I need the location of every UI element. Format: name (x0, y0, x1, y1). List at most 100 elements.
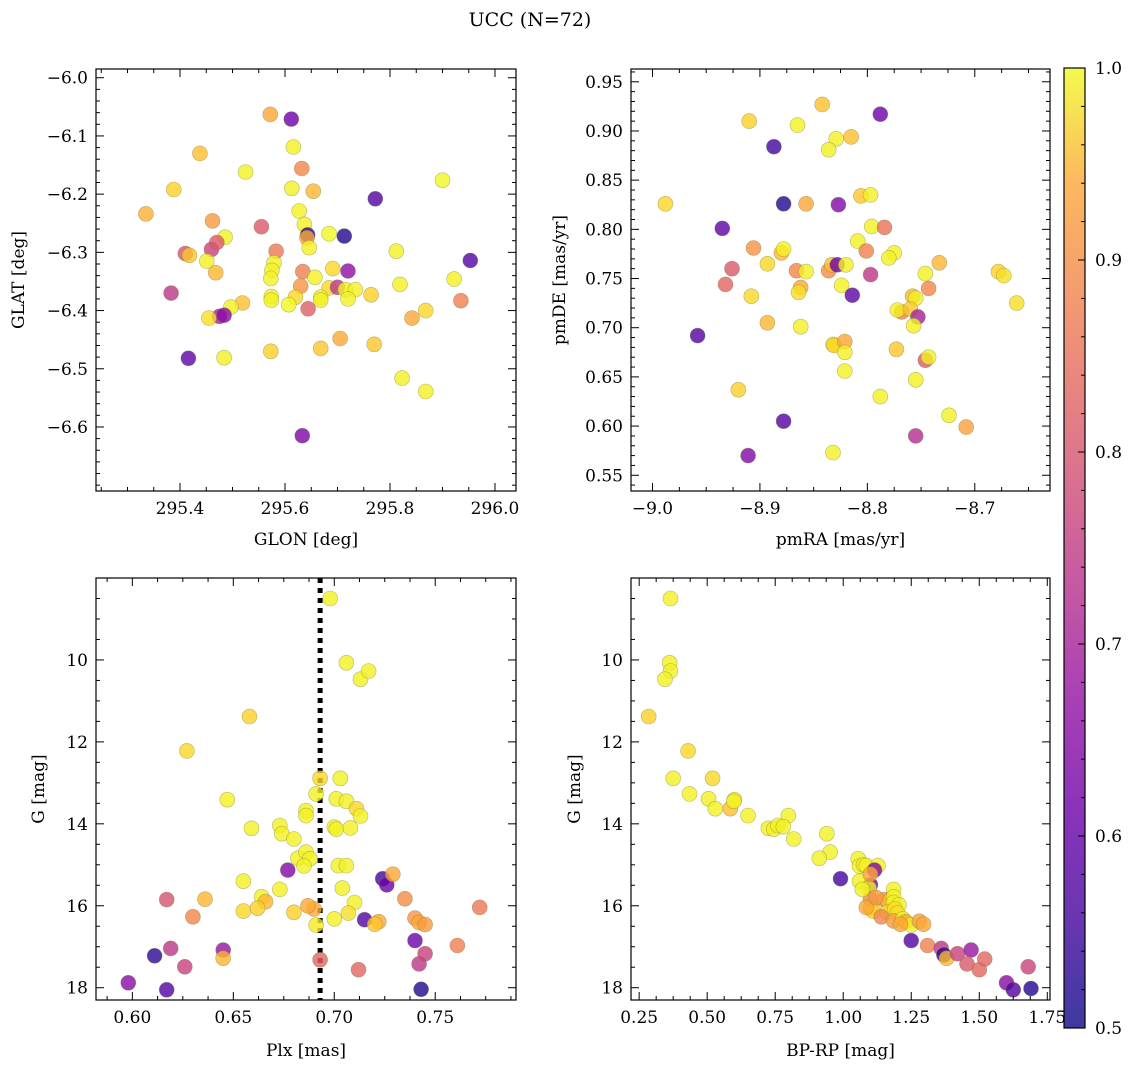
data-point (798, 263, 814, 280)
x-tick-label: 295.6 (261, 499, 310, 519)
x-tick-label: 296.0 (471, 499, 520, 519)
colorbar-tick-label: 0.8 (1095, 443, 1122, 463)
data-point (907, 371, 924, 388)
data-point (862, 187, 879, 203)
data-point (296, 858, 312, 874)
x-tick-label: −8.7 (954, 499, 995, 519)
colorbar: 0.5 0.6 0.7 0.8 0.9 1.0 (1063, 59, 1122, 1039)
data-point (903, 932, 920, 949)
data-point (216, 349, 232, 366)
data-point (180, 350, 197, 367)
data-point (640, 708, 657, 725)
y-tick-label: 12 (601, 733, 623, 753)
data-point (880, 250, 897, 266)
y-tick-label: 18 (601, 979, 623, 999)
colorbar-tick-label: 1.0 (1095, 59, 1122, 79)
y-tick-label: −6.4 (47, 302, 88, 322)
data-point (907, 428, 924, 444)
x-tick-label: 0.75 (416, 1008, 454, 1028)
data-point (363, 286, 379, 303)
x-tick-label: −8.8 (847, 499, 888, 519)
data-point (811, 850, 828, 867)
data-point (1008, 295, 1025, 311)
data-point (404, 310, 420, 326)
data-point (192, 145, 208, 162)
panel-plx-g: 0.60 0.65 0.70 0.75 10 12 14 16 18 Plx [mas] G [ma… (29, 577, 517, 1061)
colorbar-gradient (1063, 67, 1086, 1029)
x-axis-label: Plx [mas] (266, 1041, 346, 1061)
x-tick-label: −8.9 (739, 499, 780, 519)
y-tick-label: 0.60 (585, 417, 623, 437)
x-tick-label: 1.75 (1028, 1008, 1066, 1028)
data-point (917, 265, 934, 282)
data-point (177, 958, 193, 975)
data-point (324, 260, 341, 277)
data-point (1020, 958, 1036, 975)
data-point (665, 770, 682, 787)
data-point (920, 349, 937, 366)
data-point (915, 916, 932, 933)
y-tick-label: 0.70 (585, 319, 623, 339)
data-point (262, 343, 279, 360)
data-point (332, 330, 348, 347)
data-point (179, 743, 195, 759)
panel-bprp-g: 0.25 0.50 0.75 1.00 1.25 1.50 1.75 10 12 14 16 18 BP… (565, 577, 1066, 1061)
data-point (204, 213, 221, 229)
x-tick-label: 0.25 (620, 1008, 658, 1028)
x-tick-label: 1.50 (960, 1008, 998, 1028)
data-point (434, 172, 451, 188)
y-axis-label: GLAT [deg] (9, 231, 29, 329)
data-point (308, 917, 324, 933)
data-point (862, 866, 879, 883)
data-point (388, 243, 405, 259)
data-point (844, 287, 861, 304)
y-tick-label: 14 (601, 815, 623, 835)
data-point (283, 111, 300, 127)
data-point (392, 276, 408, 293)
data-point (858, 899, 875, 916)
data-point (215, 950, 231, 967)
data-point (340, 291, 356, 307)
data-point (789, 117, 806, 133)
data-point (397, 890, 413, 907)
data-point (197, 891, 213, 908)
data-point (862, 266, 879, 283)
data-point (798, 196, 814, 212)
y-axis-label: G [mag] (29, 754, 49, 823)
data-point (367, 191, 384, 207)
data-point (201, 310, 217, 326)
data-point (235, 873, 252, 890)
data-point (858, 243, 875, 259)
data-point (243, 820, 260, 837)
scatter-points (640, 590, 1039, 998)
scatter-points (120, 590, 488, 998)
data-point (892, 916, 909, 933)
colorbar-tick-label: 0.6 (1095, 827, 1122, 847)
data-point (741, 113, 758, 129)
data-point (146, 947, 163, 964)
y-tick-label: 0.65 (585, 368, 623, 388)
data-point (294, 427, 311, 444)
data-point (689, 327, 706, 344)
x-tick-label: 0.65 (214, 1008, 252, 1028)
data-point (724, 260, 740, 277)
y-tick-label: 10 (601, 651, 623, 671)
data-point (759, 314, 776, 331)
data-point (162, 940, 179, 957)
data-point (199, 253, 215, 269)
data-point (286, 904, 302, 921)
data-point (766, 138, 782, 155)
data-point (775, 196, 792, 212)
x-tick-label: 0.75 (756, 1008, 794, 1028)
x-tick-label: −9.0 (632, 499, 673, 519)
data-point (338, 654, 355, 671)
data-point (366, 336, 383, 353)
data-point (417, 916, 433, 933)
data-point (293, 160, 310, 177)
data-point (342, 820, 359, 836)
data-point (253, 218, 270, 235)
data-point (471, 899, 488, 916)
y-tick-label: 0.80 (585, 220, 623, 240)
data-point (1023, 980, 1039, 997)
